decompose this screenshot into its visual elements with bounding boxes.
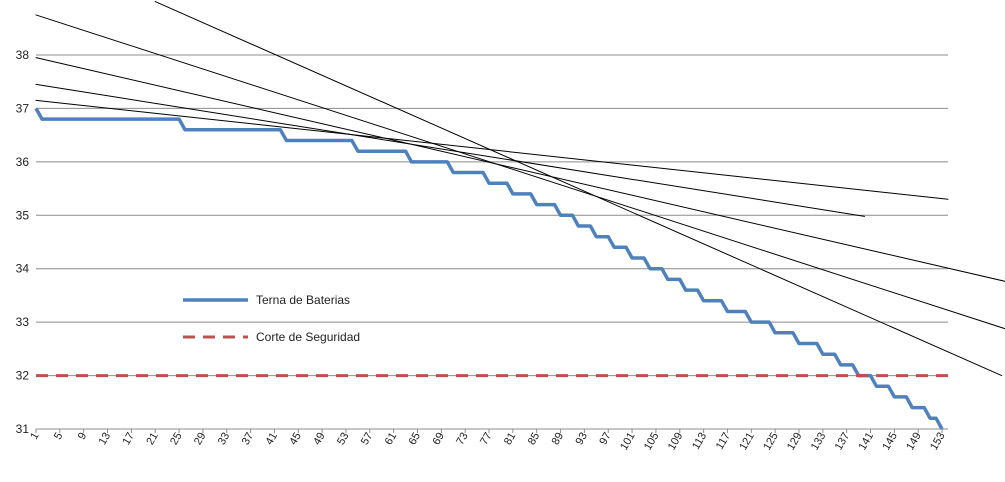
x-tick-label: 101 [618, 431, 638, 453]
x-tick-label: 129 [785, 431, 805, 453]
x-tick-label: 109 [666, 431, 686, 453]
x-tick-label: 145 [880, 431, 900, 453]
x-tick-label: 1 [28, 431, 41, 442]
x-tick-label: 121 [737, 431, 757, 453]
x-tick-label: 41 [264, 431, 281, 448]
y-tick-label: 36 [16, 155, 30, 169]
legend-label-1: Corte de Seguridad [256, 330, 360, 344]
x-tick-label: 73 [454, 431, 471, 448]
x-tick-label: 77 [478, 431, 495, 448]
x-tick-label: 49 [311, 431, 328, 448]
x-tick-label: 85 [526, 431, 543, 448]
trend-lines [35, 1, 1005, 377]
x-tick-label: 89 [550, 431, 567, 448]
x-tick-label: 105 [642, 431, 662, 453]
x-tick-label: 93 [573, 431, 590, 448]
x-tick-label: 153 [928, 431, 948, 453]
x-tick-label: 13 [97, 431, 114, 448]
x-tick-label: 81 [502, 431, 519, 448]
x-tick-label: 137 [833, 431, 853, 453]
x-tick-label: 37 [240, 431, 257, 448]
legend-label-0: Terna de Baterias [256, 293, 350, 307]
y-tick-label: 35 [16, 208, 30, 222]
x-tick-label: 45 [287, 431, 304, 448]
y-tick-label: 33 [16, 315, 30, 329]
x-tick-label: 17 [120, 431, 137, 448]
x-tick-label: 61 [383, 431, 400, 448]
x-tick-label: 29 [192, 431, 209, 448]
trend-line-4 [154, 1, 1003, 377]
trend-line-1 [35, 83, 866, 217]
x-tick-label: 117 [714, 431, 733, 452]
x-tick-label: 141 [857, 431, 877, 453]
x-tick-labels: 1 5 9 13 17 21 25 29 33 37 41 45 49 53 57 61 65 69 73 77 81 8… [28, 431, 947, 453]
y-tick-label: 37 [16, 101, 30, 115]
x-tick-label: 25 [168, 431, 185, 448]
x-tick-label: 21 [144, 431, 161, 448]
trend-line-2 [35, 57, 1005, 282]
x-tick-label: 69 [430, 431, 447, 448]
trend-line-3 [35, 14, 1005, 330]
plot-series [34, 107, 948, 430]
x-tick-label: 33 [216, 431, 233, 448]
legend: Terna de Baterias Corte de Seguridad [183, 293, 360, 344]
x-tick-label: 5 [52, 431, 65, 442]
x-tick-label: 9 [76, 431, 89, 442]
y-tick-labels: 31 32 33 34 35 36 37 38 [16, 48, 30, 436]
x-tick-label: 57 [359, 431, 376, 448]
y-tick-label: 34 [16, 262, 30, 276]
y-tick-label: 38 [16, 48, 30, 62]
x-tick-label: 113 [690, 431, 709, 452]
x-tick-label: 53 [335, 431, 352, 448]
x-tick-label: 125 [761, 431, 781, 453]
x-tick-label: 149 [904, 431, 924, 453]
y-tick-label: 31 [16, 422, 30, 436]
y-tick-label: 32 [16, 369, 30, 383]
x-tick-label: 133 [809, 431, 829, 453]
x-tick-label: 65 [407, 431, 424, 448]
grid-lines [35, 54, 948, 433]
x-tick-label: 97 [597, 431, 614, 448]
